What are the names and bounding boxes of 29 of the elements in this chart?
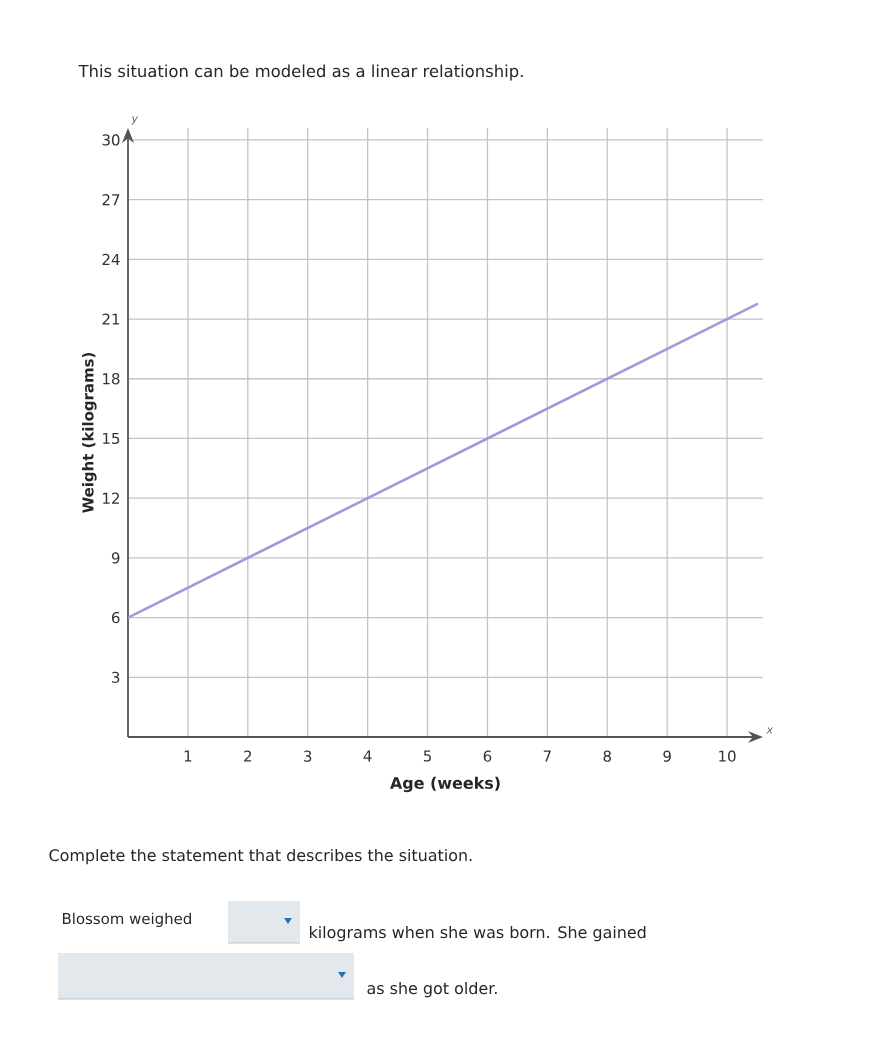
x-tick-label: 1	[184, 750, 192, 762]
x-tick-label: 4	[363, 750, 372, 762]
x-tick-label: 8	[603, 750, 611, 762]
text: y	[131, 116, 139, 125]
y-tick-label: 27	[102, 194, 120, 206]
y-axis-title: Weight (kilograms)	[82, 352, 97, 513]
y-tick-label: 9	[111, 552, 120, 564]
x-tick-label: 10	[719, 750, 736, 762]
text: x	[766, 727, 774, 734]
y-tick-label: 30	[102, 134, 120, 146]
y-tick-label: 15	[103, 432, 120, 445]
chart-title: This situation can be modeled as a linear relationship.	[78, 64, 523, 81]
text: kilograms when she was born. She gained	[309, 925, 646, 942]
y-tick-label: 6	[112, 611, 120, 624]
y-tick-label: 24	[102, 253, 120, 265]
x-tick-label: 9	[663, 750, 671, 762]
x-tick-label: 2	[244, 750, 252, 762]
x-tick-label: 7	[543, 750, 551, 762]
y-tick-label: 3	[112, 671, 120, 683]
x-tick-label: 3	[304, 750, 312, 762]
x-axis-title: Age (weeks)	[390, 776, 500, 793]
x-tick-label: 5	[423, 750, 431, 762]
x-tick-label: 6	[483, 750, 492, 762]
text: Blossom weighed	[62, 912, 191, 928]
y-tick-label: 18	[103, 373, 120, 385]
y-tick-label: 21	[102, 313, 120, 325]
text: Complete the statement that describes the situation.	[49, 848, 472, 865]
text: as she got older.	[367, 981, 497, 998]
y-tick-label: 12	[103, 492, 119, 504]
